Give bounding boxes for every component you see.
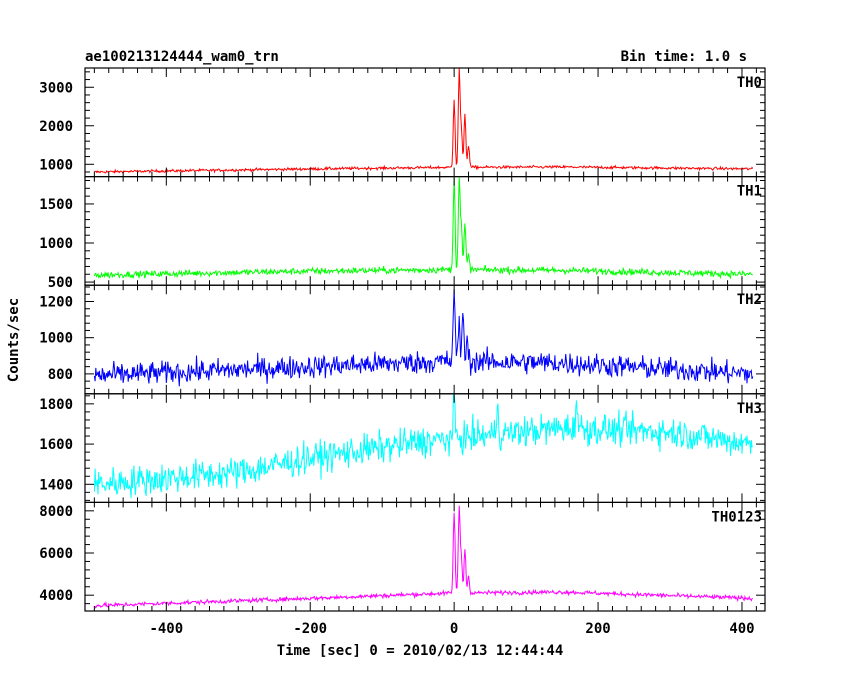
y-tick-label: 8000 bbox=[39, 504, 73, 520]
y-tick-label: 1500 bbox=[39, 197, 73, 213]
series-line-th0 bbox=[94, 67, 754, 175]
y-tick-label: 6000 bbox=[39, 546, 73, 562]
y-tick-label: 1600 bbox=[39, 437, 73, 453]
y-axis-label: Counts/sec bbox=[6, 298, 22, 382]
x-tick-label: 0 bbox=[450, 621, 458, 637]
panel-th1: 500 1000 1500 TH1 bbox=[39, 176, 766, 291]
bin-time-label: Bin time: 1.0 s bbox=[621, 49, 747, 65]
panel-label: TH1 bbox=[737, 184, 762, 200]
panel-frame bbox=[84, 67, 766, 178]
panel-label: TH3 bbox=[737, 401, 762, 417]
series-line-th0123 bbox=[94, 505, 754, 609]
y-tick-label: 4000 bbox=[39, 588, 73, 604]
y-tick-label: 800 bbox=[48, 367, 73, 383]
y-tick-label: 1000 bbox=[39, 236, 73, 252]
x-tick-label: 200 bbox=[585, 621, 610, 637]
y-tick-label: 1200 bbox=[39, 294, 73, 310]
y-tick-label: 1000 bbox=[39, 157, 73, 173]
y-tick-label: 1800 bbox=[39, 397, 73, 413]
x-tick-label: 400 bbox=[729, 621, 754, 637]
y-tick-label: 1000 bbox=[39, 331, 73, 347]
series-line-th2 bbox=[93, 288, 754, 387]
panel-label: TH2 bbox=[737, 292, 762, 308]
y-tick-label: 3000 bbox=[39, 80, 73, 96]
panel-th3: 1400 1600 1800 TH3 bbox=[39, 393, 766, 503]
x-tick-label: -400 bbox=[149, 621, 183, 637]
y-tick-label: 500 bbox=[48, 275, 73, 291]
series-line-th3 bbox=[93, 393, 754, 499]
y-tick-label: 2000 bbox=[39, 119, 73, 135]
panel-label: TH0 bbox=[737, 75, 762, 91]
panel-th2: 800 1000 1200 TH2 bbox=[39, 284, 766, 395]
chart-title: ae100213124444_wam0_trn bbox=[85, 49, 279, 65]
y-tick-label: 1400 bbox=[39, 477, 73, 493]
panel-label: TH0123 bbox=[711, 509, 762, 525]
panel-frame bbox=[84, 176, 766, 286]
x-axis-label: Time [sec] 0 = 2010/02/13 12:44:44 bbox=[277, 643, 564, 659]
series-line-th1 bbox=[93, 176, 753, 280]
panel-th0: 1000 2000 3000 TH0 bbox=[39, 67, 766, 178]
x-tick-label: -200 bbox=[293, 621, 327, 637]
panel-th0123: 4000 6000 8000 TH0123 bbox=[39, 501, 766, 612]
